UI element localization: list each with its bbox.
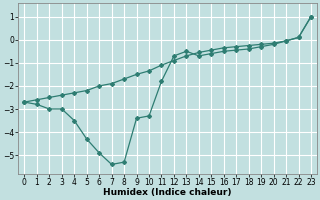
X-axis label: Humidex (Indice chaleur): Humidex (Indice chaleur) bbox=[103, 188, 232, 197]
